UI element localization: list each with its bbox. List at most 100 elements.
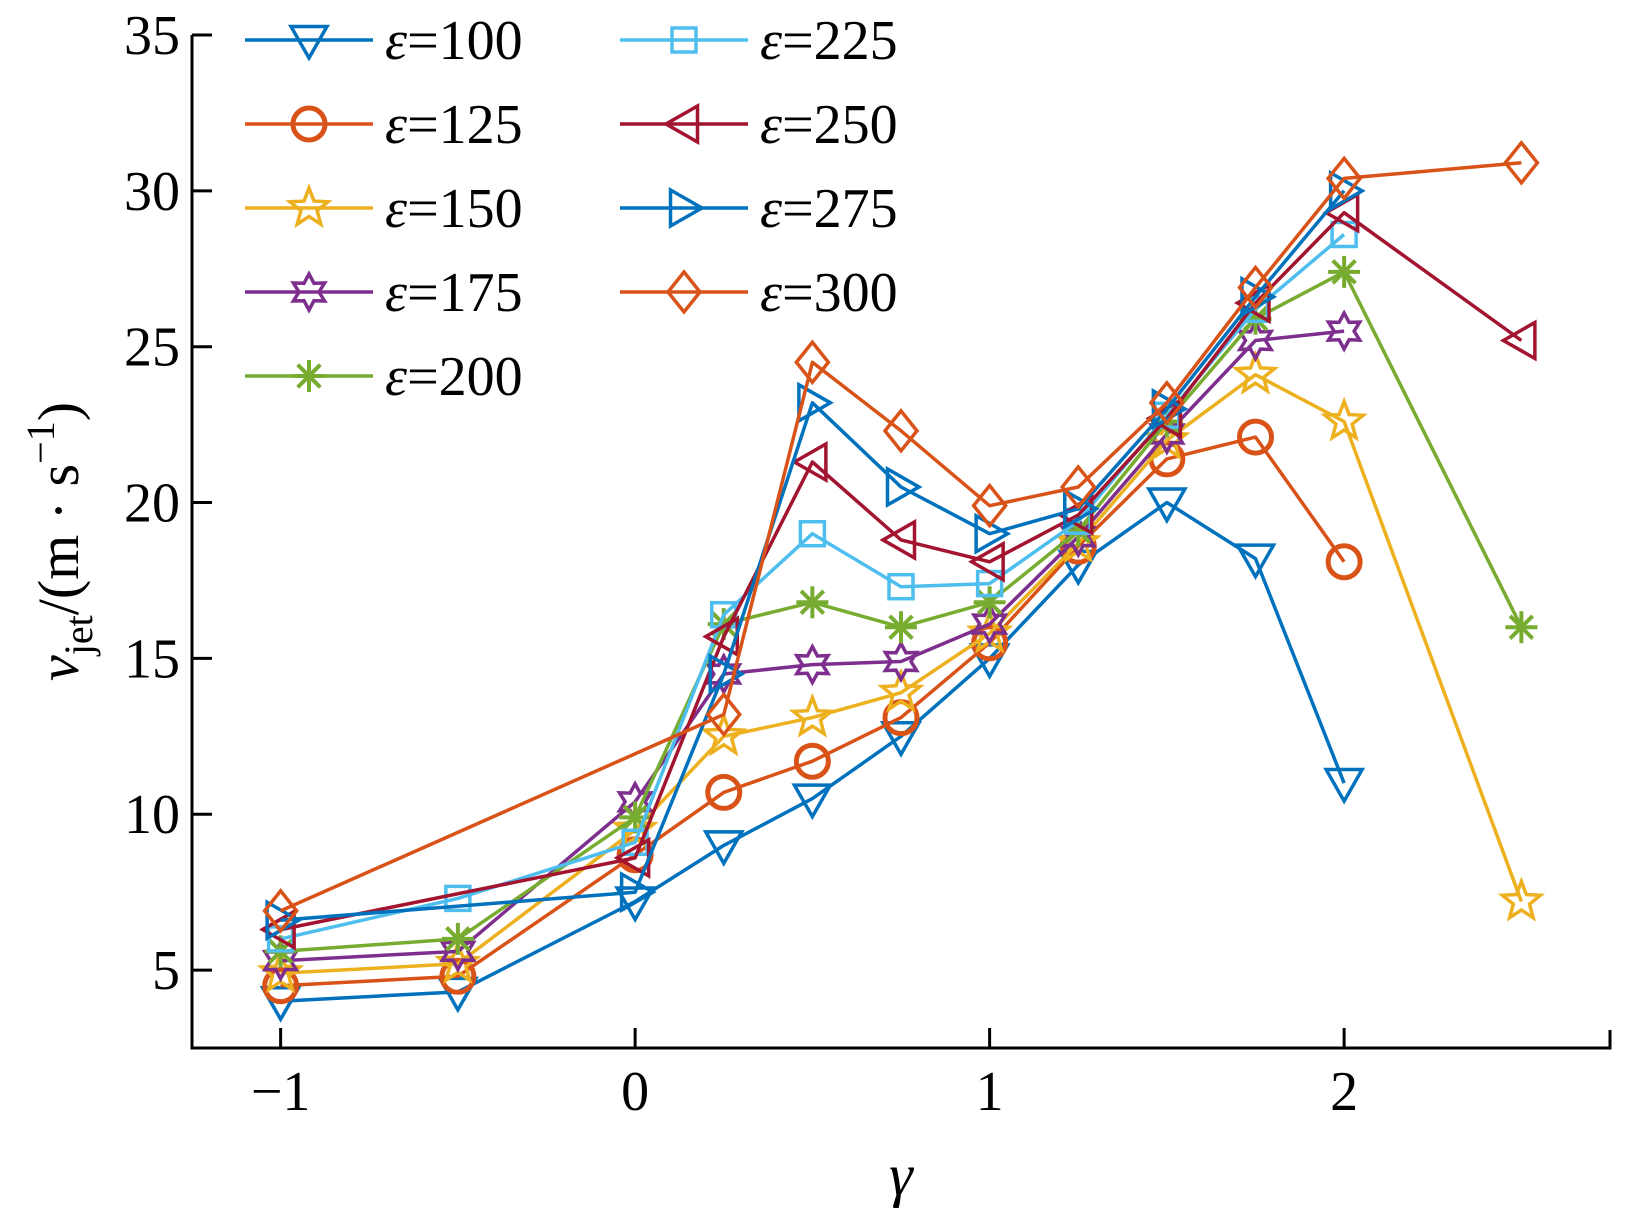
legend-item: ε=100 — [245, 10, 523, 72]
legend-item: ε=300 — [620, 262, 898, 324]
legend-value: 250 — [814, 94, 898, 156]
asterisk-stroke — [1331, 259, 1357, 285]
x-tick-label: 1 — [976, 1061, 1004, 1123]
y-title-unit: /(m · s — [26, 464, 91, 615]
legend-label: ε=100 — [385, 10, 523, 72]
data-point — [1059, 515, 1097, 559]
series-line — [280, 329, 1345, 963]
data-point — [1325, 543, 1363, 581]
legend-marker — [293, 360, 325, 392]
data-point — [794, 339, 831, 386]
data-point — [1497, 876, 1546, 922]
series-line — [280, 210, 1523, 932]
asterisk-stroke — [1508, 614, 1535, 640]
data-point — [708, 652, 746, 695]
legend-label: ε=175 — [385, 262, 523, 324]
legend-item: ε=250 — [620, 94, 898, 156]
legend-marker — [668, 186, 706, 230]
legend-value: 275 — [814, 178, 898, 240]
legend-value: 225 — [814, 10, 898, 72]
legend-label: ε=225 — [760, 10, 898, 72]
data-point — [797, 381, 834, 424]
series-300 — [262, 139, 1540, 934]
data-point — [1234, 543, 1277, 581]
legend-marker — [665, 269, 703, 315]
legend-value: 200 — [439, 346, 523, 408]
legend-marker — [287, 24, 331, 62]
data-point — [1328, 255, 1361, 288]
x-tick-label: 2 — [1330, 1061, 1358, 1123]
data-point — [971, 482, 1008, 529]
data-point — [1231, 349, 1280, 395]
data-point — [1503, 139, 1540, 186]
legend-equals: = — [407, 10, 439, 72]
y-title-close: ) — [26, 402, 91, 421]
y-tick-label: 20 — [124, 473, 180, 535]
legend-equals: = — [782, 178, 814, 240]
y-tick-label: 30 — [124, 161, 180, 223]
data-point — [436, 976, 479, 1014]
x-tick-label: −1 — [251, 1061, 311, 1123]
y-axis-title: vjet/(m · s−1) — [18, 402, 101, 681]
data-point — [1237, 418, 1274, 456]
legend-value: 100 — [439, 10, 523, 72]
data-point — [439, 929, 477, 974]
data-point — [444, 884, 472, 913]
data-point — [619, 871, 657, 914]
legend-epsilon: ε — [385, 94, 408, 156]
asterisk-stroke — [296, 363, 322, 389]
legend-equals: = — [782, 262, 814, 324]
asterisk-stroke — [799, 589, 826, 616]
legend-marker — [290, 105, 328, 143]
data-point — [262, 888, 299, 934]
data-point — [1145, 487, 1188, 525]
x-tick-label: 0 — [621, 1061, 649, 1123]
y-title-sub: jet — [56, 615, 101, 657]
data-point — [439, 957, 477, 995]
data-point — [879, 721, 923, 758]
legend-epsilon: ε — [385, 10, 408, 72]
legend-label: ε=125 — [385, 94, 523, 156]
legend-epsilon: ε — [385, 262, 408, 324]
y-tick-label: 5 — [152, 940, 180, 1002]
y-tick-label: 35 — [124, 5, 180, 67]
series-line — [280, 189, 1346, 922]
legend-item: ε=175 — [245, 262, 523, 324]
data-point — [1063, 487, 1100, 530]
data-point — [1236, 318, 1275, 363]
data-point — [441, 922, 474, 955]
legend-label: ε=250 — [760, 94, 898, 156]
data-point — [970, 602, 1009, 646]
legend-equals: = — [407, 94, 439, 156]
data-point — [793, 742, 831, 780]
data-point — [885, 465, 923, 508]
asterisk-stroke — [622, 804, 648, 831]
legend-equals: = — [407, 178, 439, 240]
legend-equals: = — [407, 346, 439, 408]
legend-label: ε=150 — [385, 178, 523, 240]
x-axis-title: γ — [889, 1142, 914, 1208]
legend-item: ε=125 — [245, 94, 523, 156]
data-point — [1233, 282, 1271, 325]
data-point — [968, 540, 1005, 583]
y-tick-label: 25 — [124, 317, 180, 379]
data-point — [700, 711, 748, 757]
data-point — [877, 667, 925, 713]
series-100 — [259, 487, 1366, 1023]
data-point — [1237, 264, 1274, 311]
legend-epsilon: ε — [385, 346, 408, 408]
data-point — [882, 408, 920, 454]
legend-label: ε=275 — [760, 178, 898, 240]
data-point — [879, 518, 917, 561]
data-point — [793, 642, 832, 687]
data-point — [259, 985, 302, 1023]
asterisk-stroke — [888, 614, 914, 640]
data-point — [1328, 169, 1366, 212]
legend: ε=100ε=125ε=150ε=175ε=200ε=225ε=250ε=275… — [245, 10, 898, 408]
legend-epsilon: ε — [760, 178, 783, 240]
legend-equals: = — [782, 10, 814, 72]
legend-marker — [290, 270, 328, 314]
legend-label: ε=200 — [385, 346, 523, 408]
legend-marker — [285, 183, 333, 229]
